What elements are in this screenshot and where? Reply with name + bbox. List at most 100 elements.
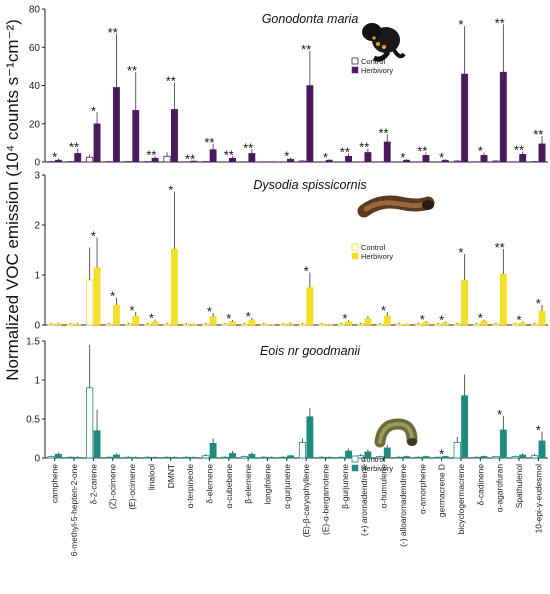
panel-1-significance-marker: ** (224, 147, 234, 162)
x-tick-label: linalool (146, 464, 156, 490)
panel-2-significance-marker: * (226, 311, 231, 326)
x-tick-label: 6-methyl-5-hepten-2-one (69, 464, 79, 557)
panel-2-bar-herbivory (112, 304, 120, 326)
panel-1-significance-marker: ** (417, 143, 427, 158)
panel-2-significance-marker: * (246, 309, 251, 324)
panel-1-significance-marker: ** (340, 144, 350, 159)
panel-2-significance-marker: * (420, 312, 425, 327)
panel-3-bar-control (163, 456, 171, 459)
panel-1-y-tick-label: 0 (34, 158, 40, 169)
panel-2-bar-control (47, 323, 55, 326)
panel-3-bar-control (144, 456, 152, 459)
panel-2-bar-herbivory (190, 323, 198, 326)
panel-3-significance-marker: * (536, 422, 541, 437)
panel-1-significance-marker: * (284, 149, 289, 164)
panel-2-bar-control (453, 323, 461, 326)
panel-1-significance-marker: * (400, 150, 405, 165)
panel-2-bar-herbivory (287, 323, 294, 326)
panel-2-y-tick-label: 1 (34, 271, 40, 282)
panel-1-bar-herbivory (306, 85, 314, 163)
panel-1-significance-marker: * (91, 103, 96, 118)
panel-3-bar-herbivory (422, 456, 430, 459)
panel-1-significance-marker: ** (359, 140, 369, 155)
panel-2-bar-herbivory (93, 267, 101, 326)
panel-3-bar-herbivory (287, 455, 294, 459)
panel-2-bar-herbivory (171, 248, 178, 326)
panel-1-legend-control-swatch (351, 57, 359, 65)
panel-2-bar-control (105, 323, 113, 326)
panel-2-significance-marker: * (342, 311, 347, 326)
panel-3-bar-herbivory (461, 395, 469, 459)
panel-2-significance-marker: * (149, 311, 154, 326)
panel-2-significance-marker: * (304, 264, 309, 279)
x-tick-label: α-humulene (379, 464, 389, 509)
panel-3-bar-control (492, 456, 500, 459)
panel-3-bar-control (221, 456, 229, 459)
panel-2-legend-control-swatch (351, 243, 359, 251)
panel-2-bar-control (531, 323, 539, 326)
panel-1-significance-marker: ** (243, 141, 253, 156)
panel-3-significance-marker: * (497, 407, 502, 422)
panel-2-bar-control (260, 323, 268, 326)
panel-2-legend-herbivory-label: Herbivory (361, 252, 393, 261)
panel-1-significance-marker: * (439, 150, 444, 165)
panel-2-significance-marker: * (168, 183, 173, 198)
panel-3-bar-control (202, 455, 210, 459)
panel-2-bar-herbivory (538, 310, 546, 326)
panel-2-bar-herbivory (267, 324, 275, 326)
panel-2-legend-herbivory-swatch (351, 252, 359, 260)
x-tick-label: longifolene (262, 464, 272, 505)
panel-3-y-tick-label: 0 (34, 454, 40, 465)
panel-3-significance-marker: * (439, 447, 444, 462)
panel-2-significance-marker: * (91, 229, 96, 244)
panel-1-significance-marker: ** (127, 63, 137, 78)
panel-2-bar-control (356, 323, 365, 326)
panel-3-title: Eois nr goodmanii (260, 344, 361, 358)
panel-1-bar-herbivory (209, 149, 217, 163)
panel-2-bar-control (376, 323, 384, 326)
panel-1-significance-marker: * (52, 150, 57, 165)
panel-1-bar-herbivory (461, 73, 469, 163)
panel-3-bar-control (66, 456, 74, 459)
panel-1-significance-marker: ** (146, 147, 156, 162)
panel-3-bar-control (124, 456, 132, 459)
panel-3-y-tick-label: 1.5 (26, 337, 40, 348)
x-tick-label: α-cubebene (224, 464, 234, 509)
panel-3-bar-herbivory (54, 453, 62, 459)
panel-2-bar-control (240, 323, 249, 326)
panel-3-y-tick-label: 1 (34, 376, 40, 387)
x-tick-label: δ-elemene (204, 464, 214, 504)
panel-3-bar-herbivory (171, 456, 178, 459)
x-tick-label: (E)-β-caryophyllene (301, 464, 311, 538)
panel-3-bar-herbivory (112, 454, 120, 459)
panel-2-bar-herbivory (364, 318, 372, 326)
panel-3-bar-control (531, 455, 539, 459)
x-tick-label: (E)-ocimene (127, 464, 137, 510)
x-tick-label: (+) aromadendrene (359, 464, 369, 536)
panel-2-title: Dysodia spissicornis (253, 178, 366, 192)
panel-3-bar-control (240, 456, 249, 459)
x-tick-label: β-elemene (243, 464, 253, 504)
panel-1-y-tick-label: 80 (29, 5, 41, 16)
y-axis-label: Normalized VOC emission (10⁴ counts s⁻¹c… (3, 19, 22, 381)
panel-1-significance-marker: ** (108, 25, 118, 40)
panel-2-bar-control (279, 323, 287, 326)
panel-3-bar-control (337, 456, 345, 459)
panel-1-y-tick-label: 40 (29, 81, 41, 92)
panel-2-bar-control (492, 323, 500, 326)
panel-1-significance-marker: ** (69, 140, 79, 155)
panel-3-bar-herbivory (345, 450, 352, 459)
panel-2-significance-marker: * (207, 304, 212, 319)
panel-1-significance-marker: ** (533, 127, 543, 142)
panel-1-bar-herbivory (74, 153, 82, 163)
panel-1-significance-marker: ** (301, 42, 311, 57)
x-tick-label: (E)-α-bergamotene (321, 464, 331, 535)
panel-1-bar-control (453, 160, 461, 163)
panel-3: 0 0.5 1 1.5 Eois nr goodmanii * * * ControlHerbi… (26, 337, 548, 473)
x-tick-label: camphene (50, 464, 60, 503)
